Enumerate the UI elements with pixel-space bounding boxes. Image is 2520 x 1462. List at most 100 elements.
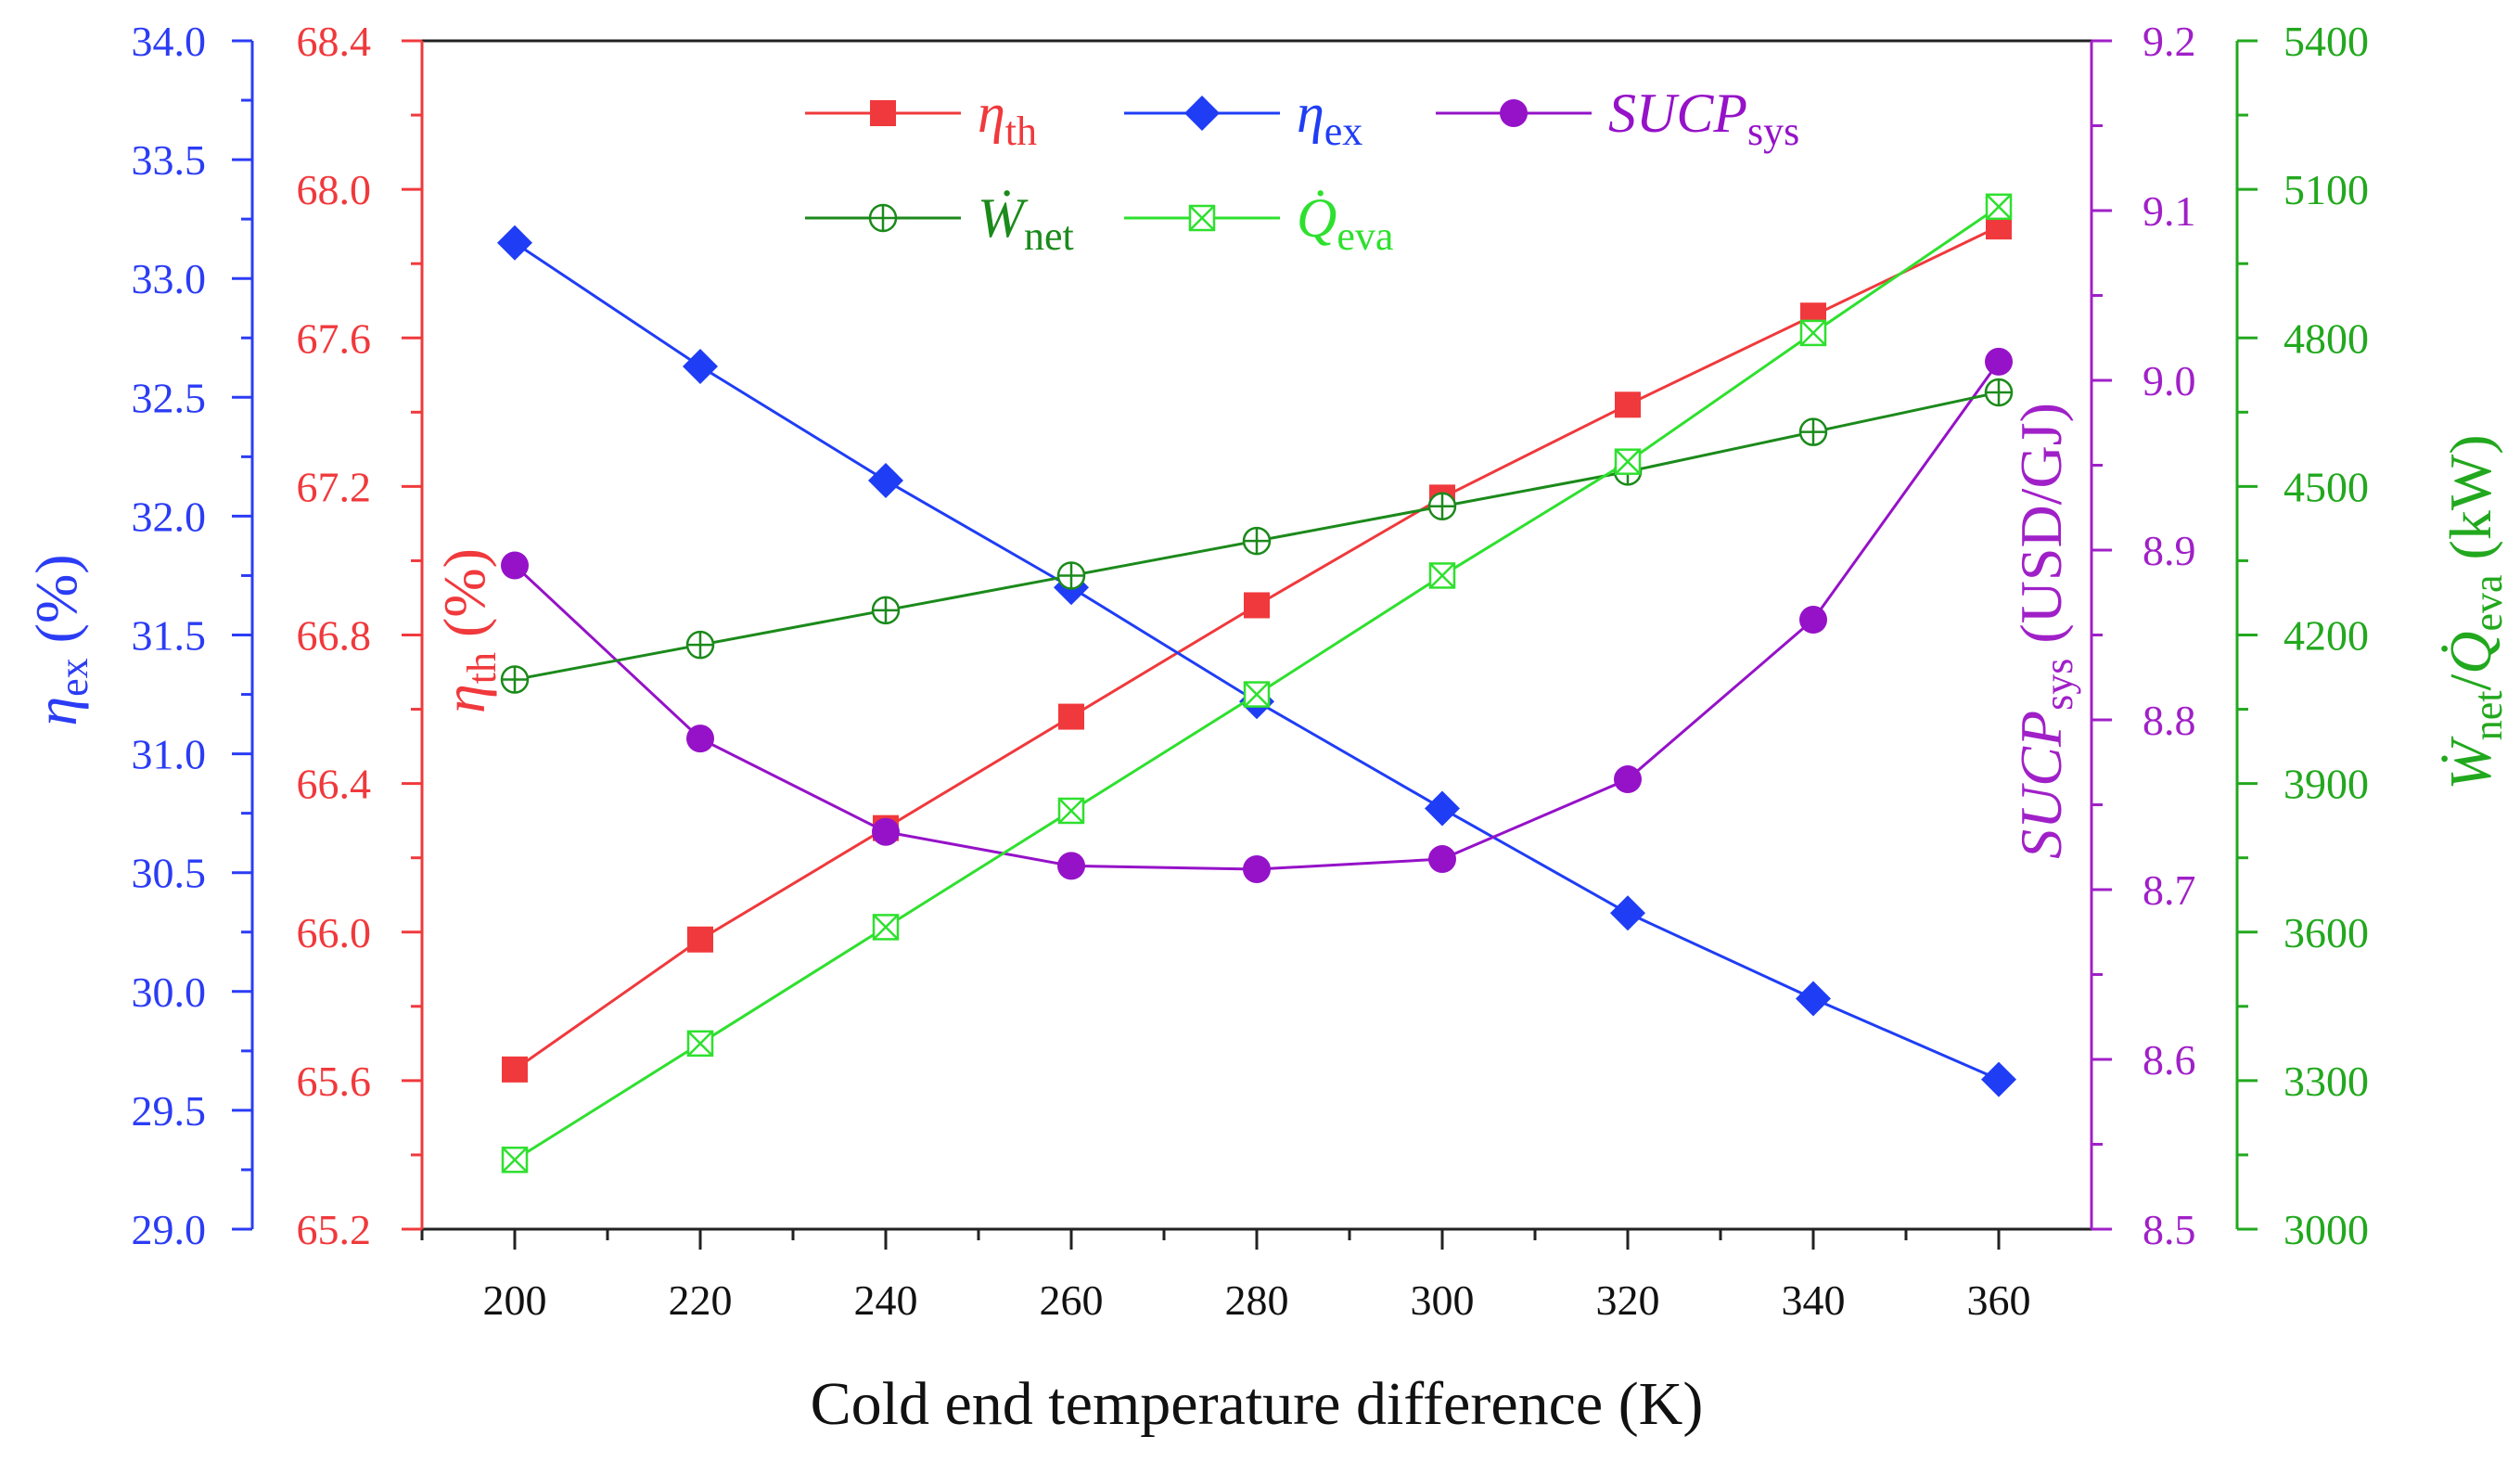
legend-item-th: ηth — [805, 83, 1037, 154]
eta_ex-tick-label: 33.0 — [132, 255, 207, 302]
data-point-ex — [497, 224, 532, 261]
data-point-sys — [501, 551, 529, 580]
legend-label: ηth — [978, 83, 1037, 154]
eta_th-tick-label: 65.2 — [297, 1206, 372, 1253]
y-title-power: Ẇnet/Q̇eva (kW) — [2437, 434, 2511, 789]
eta_th-tick-label: 68.4 — [297, 18, 372, 65]
legend: ηth ηex SUCPsys Ẇnet Q̇eva — [805, 83, 1799, 259]
data-point-net — [500, 665, 530, 694]
data-point-sys — [1799, 606, 1827, 635]
eta_th-tick-label: 68.0 — [297, 166, 372, 213]
data-point-ex — [683, 348, 718, 384]
data-point-ex — [1425, 790, 1460, 827]
data-point-th — [1058, 703, 1084, 730]
sucp-tick-label: 8.7 — [2143, 866, 2196, 914]
data-point-sys — [1057, 852, 1085, 880]
sucp-tick-label: 8.8 — [2143, 697, 2196, 744]
data-point-sys — [872, 817, 900, 846]
data-point-eva-d2 — [1058, 798, 1084, 824]
legend-item-ex: ηex — [1124, 83, 1362, 154]
eta_th-tick-label: 67.6 — [297, 314, 372, 362]
eta_ex-tick-label: 32.0 — [132, 493, 207, 540]
legend-label: Ẇnet — [978, 187, 1074, 259]
eta_th-tick-label: 67.2 — [297, 463, 372, 510]
power-tick-label: 3900 — [2283, 761, 2369, 808]
data-point-eva-d2 — [1615, 448, 1641, 475]
sucp-tick-label: 9.0 — [2143, 357, 2196, 404]
data-point-eva-d2 — [502, 1147, 528, 1173]
data-point-th — [687, 926, 713, 953]
legend-marker-d2 — [1189, 205, 1215, 231]
y-title-eta-ex: ηex (%) — [23, 554, 96, 725]
data-point-th — [1244, 592, 1270, 619]
legend-label: SUCPsys — [1608, 83, 1799, 154]
legend-marker — [870, 100, 896, 126]
eta_th-tick-label: 65.6 — [297, 1058, 372, 1105]
data-point-eva — [1057, 797, 1085, 825]
power-tick-label: 4800 — [2283, 314, 2369, 362]
power-tick-label: 5100 — [2283, 166, 2369, 213]
x-axis-title: Cold end temperature difference (K) — [811, 1370, 1704, 1438]
data-point-net — [1427, 492, 1457, 520]
eta_ex-tick-label: 30.0 — [132, 968, 207, 1016]
sucp-tick-label: 8.5 — [2143, 1206, 2196, 1253]
x-tick-label: 220 — [669, 1276, 733, 1324]
legend-item-sys: SUCPsys — [1436, 83, 1799, 154]
power-tick-label: 3300 — [2283, 1058, 2369, 1105]
data-point-eva — [1985, 193, 2013, 221]
eta_ex-tick-label: 31.0 — [132, 731, 207, 778]
power-tick-label: 3600 — [2283, 909, 2369, 956]
data-point-net — [1056, 561, 1086, 590]
x-tick-label: 280 — [1225, 1276, 1289, 1324]
sucp-tick-label: 9.1 — [2143, 187, 2196, 235]
x-tick-label: 320 — [1596, 1276, 1660, 1324]
data-point-ex — [1796, 981, 1831, 1017]
data-point-eva-d2 — [873, 914, 899, 941]
eta_th-tick-label: 66.4 — [297, 761, 372, 808]
eta_ex-tick-label: 30.5 — [132, 850, 207, 897]
data-point-ex — [1981, 1061, 2016, 1097]
data-point-eva — [1428, 562, 1456, 589]
data-point-net — [1798, 417, 1828, 446]
y-title-eta-th: ηth (%) — [431, 548, 505, 713]
sucp-tick-label: 8.6 — [2143, 1036, 2196, 1084]
data-point-eva-d2 — [1800, 320, 1826, 346]
power-tick-label: 4200 — [2283, 612, 2369, 660]
data-point-eva-d2 — [687, 1030, 713, 1057]
series-line-th — [514, 224, 2000, 1071]
data-point-eva — [501, 1147, 529, 1173]
eta_ex-tick-label: 31.5 — [132, 612, 207, 660]
series-group — [497, 193, 2016, 1173]
axis-titles: Cold end temperature difference (K) ηex (… — [23, 403, 2511, 1438]
data-point-eva — [686, 1030, 714, 1058]
data-point-net — [1984, 378, 2014, 407]
legend-item-eva: Q̇eva — [1124, 187, 1393, 259]
legend-marker — [1184, 96, 1220, 131]
series-line-ex — [514, 241, 2000, 1081]
legend-marker — [868, 203, 898, 233]
legend-label: Q̇eva — [1297, 187, 1393, 259]
eta_ex-tick-label: 34.0 — [132, 18, 207, 65]
series-ex — [497, 224, 2016, 1097]
data-point-eva-d2 — [1986, 193, 2012, 220]
power-tick-label: 3000 — [2283, 1206, 2369, 1253]
x-tick-label: 200 — [483, 1276, 547, 1324]
eta_ex-tick-label: 32.5 — [132, 374, 207, 421]
power-tick-label: 5400 — [2283, 18, 2369, 65]
legend-label: ηex — [1297, 83, 1362, 154]
data-point-ex — [868, 462, 903, 498]
legend-marker — [1188, 204, 1216, 232]
x-tick-label: 260 — [1040, 1276, 1104, 1324]
data-point-eva-d2 — [1429, 562, 1455, 589]
eta_ex-tick-label: 29.0 — [132, 1206, 207, 1253]
x-tick-label: 300 — [1411, 1276, 1475, 1324]
data-point-eva — [1614, 448, 1642, 475]
data-point-sys — [1614, 765, 1642, 794]
data-point-eva-d2 — [1244, 681, 1270, 708]
eta_ex-tick-label: 33.5 — [132, 136, 207, 184]
eta_th-tick-label: 66.8 — [297, 612, 372, 660]
data-point-net — [871, 596, 901, 625]
x-tick-label: 360 — [1967, 1276, 2031, 1324]
eta_th-tick-label: 66.0 — [297, 909, 372, 956]
